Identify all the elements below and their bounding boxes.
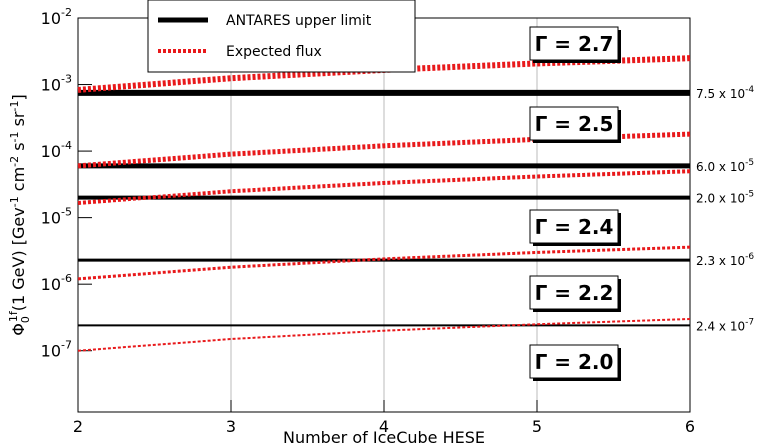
y-tick-base: 10 bbox=[41, 275, 61, 294]
gamma-label: Γ = 2.0 bbox=[535, 350, 614, 374]
x-tick-label: 2 bbox=[73, 417, 83, 436]
limit-label: 7.5 x 10-4 bbox=[696, 85, 754, 101]
gamma-label: Γ = 2.7 bbox=[535, 32, 614, 56]
limit-label-base: 2.0 x 10 bbox=[696, 192, 745, 206]
x-tick-label: 6 bbox=[685, 417, 695, 436]
expected-flux-line bbox=[77, 317, 691, 352]
limit-label: 2.3 x 10-6 bbox=[696, 252, 754, 268]
y-label-part: 1f bbox=[7, 310, 20, 322]
y-tick-exp: -2 bbox=[61, 6, 72, 19]
y-label-part: -2 bbox=[8, 156, 21, 167]
y-label-part: ] bbox=[9, 94, 28, 100]
y-tick-base: 10 bbox=[41, 142, 61, 161]
limit-label-exp: -5 bbox=[745, 158, 754, 168]
gamma-label: Γ = 2.2 bbox=[535, 281, 614, 305]
limit-label-base: 2.3 x 10 bbox=[696, 254, 745, 268]
y-tick-exp: -4 bbox=[61, 139, 72, 152]
y-tick-label: 10-4 bbox=[41, 139, 72, 161]
x-axis-label: Number of IceCube HESE bbox=[283, 428, 485, 447]
y-label-part: cm bbox=[9, 167, 28, 196]
y-tick-exp: -3 bbox=[61, 73, 72, 86]
y-tick-base: 10 bbox=[41, 342, 61, 361]
gamma-label: Γ = 2.5 bbox=[535, 112, 614, 136]
y-tick-label: 10-3 bbox=[41, 73, 72, 95]
limit-label-exp: -5 bbox=[745, 190, 754, 200]
y-tick-base: 10 bbox=[41, 209, 61, 228]
expected-flux-line bbox=[77, 169, 691, 205]
legend-label: Expected flux bbox=[226, 44, 322, 60]
limit-label: 6.0 x 10-5 bbox=[696, 158, 754, 174]
y-label-part: -1 bbox=[8, 101, 21, 112]
y-tick-exp: -6 bbox=[61, 272, 72, 285]
y-tick-base: 10 bbox=[41, 76, 61, 95]
expected-flux-line bbox=[77, 245, 691, 281]
gamma-box bbox=[529, 275, 619, 310]
x-tick-label: 5 bbox=[532, 417, 542, 436]
y-label-part: s bbox=[9, 142, 28, 155]
y-label-part: -1 bbox=[8, 196, 21, 207]
limit-label-base: 2.4 x 10 bbox=[696, 319, 745, 333]
limit-label: 2.0 x 10-5 bbox=[696, 190, 754, 206]
y-tick-label: 10-7 bbox=[41, 339, 72, 361]
gamma-box bbox=[529, 106, 619, 141]
gamma-label: Γ = 2.4 bbox=[535, 215, 614, 239]
y-tick-label: 10-6 bbox=[41, 272, 72, 294]
y-tick-exp: -7 bbox=[61, 339, 72, 352]
y-label-part: sr bbox=[9, 111, 28, 131]
limit-label-base: 6.0 x 10 bbox=[696, 160, 745, 174]
limit-label-exp: -7 bbox=[745, 317, 754, 327]
y-tick-label: 10-5 bbox=[41, 206, 72, 228]
limit-label-exp: -4 bbox=[745, 85, 754, 95]
legend-label: ANTARES upper limit bbox=[226, 13, 372, 29]
y-tick-exp: -5 bbox=[61, 206, 72, 219]
x-tick-label: 4 bbox=[379, 417, 389, 436]
limit-label: 2.4 x 10-7 bbox=[696, 317, 754, 333]
y-label-part: Φ bbox=[9, 323, 28, 336]
legend bbox=[147, 0, 416, 73]
x-tick-label: 3 bbox=[226, 417, 236, 436]
y-tick-base: 10 bbox=[41, 9, 61, 28]
y-label-part: -1 bbox=[8, 131, 21, 142]
limit-label-base: 7.5 x 10 bbox=[696, 87, 745, 101]
y-label-part: (1 GeV) [Gev bbox=[9, 207, 28, 311]
gamma-box bbox=[529, 209, 619, 244]
gamma-box bbox=[529, 26, 619, 61]
y-tick-label: 10-2 bbox=[41, 6, 72, 28]
y-label-part: 0 bbox=[19, 316, 32, 323]
y-axis-label: Φ01f(1 GeV) [Gev-1 cm-2 s-1 sr-1] bbox=[7, 94, 32, 335]
gamma-box bbox=[529, 344, 619, 379]
limit-label-exp: -6 bbox=[745, 252, 754, 262]
